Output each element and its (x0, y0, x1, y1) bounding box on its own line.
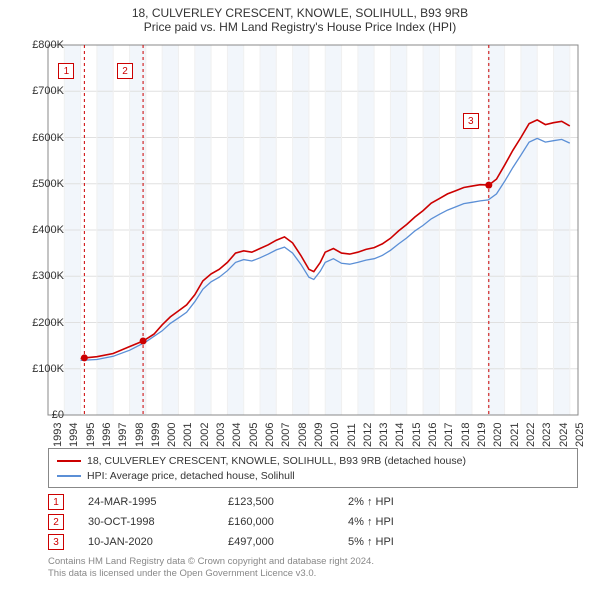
sales-row-badge: 1 (48, 494, 64, 510)
x-tick-label: 2021 (509, 423, 521, 447)
sales-row-date: 10-JAN-2020 (88, 536, 228, 548)
y-tick-label: £800K (32, 39, 64, 51)
sale-marker-badge: 1 (58, 63, 74, 79)
title-subtitle: Price paid vs. HM Land Registry's House … (0, 20, 600, 34)
sales-row-badge: 2 (48, 514, 64, 530)
sale-marker-badge: 3 (463, 113, 479, 129)
x-tick-label: 2016 (427, 423, 439, 447)
footer-line2: This data is licensed under the Open Gov… (48, 568, 578, 580)
x-tick-label: 2024 (558, 423, 570, 447)
x-tick-label: 2012 (362, 423, 374, 447)
sales-row-price: £160,000 (228, 516, 348, 528)
sales-row-hpi: 4% ↑ HPI (348, 516, 458, 528)
title-address: 18, CULVERLEY CRESCENT, KNOWLE, SOLIHULL… (0, 6, 600, 20)
sales-row-hpi: 5% ↑ HPI (348, 536, 458, 548)
sales-row: 2 30-OCT-1998£160,0004% ↑ HPI (48, 512, 578, 532)
legend-swatch-price (57, 460, 81, 462)
sales-row: 3 10-JAN-2020£497,0005% ↑ HPI (48, 532, 578, 552)
x-tick-label: 2001 (182, 423, 194, 447)
x-tick-label: 2015 (411, 423, 423, 447)
sales-row-hpi: 2% ↑ HPI (348, 496, 458, 508)
x-tick-label: 2003 (215, 423, 227, 447)
legend-label-price: 18, CULVERLEY CRESCENT, KNOWLE, SOLIHULL… (87, 455, 466, 467)
y-tick-label: £200K (32, 317, 64, 329)
x-tick-label: 2009 (313, 423, 325, 447)
x-tick-label: 2017 (443, 423, 455, 447)
legend-label-hpi: HPI: Average price, detached house, Soli… (87, 470, 295, 482)
x-tick-label: 1993 (52, 423, 64, 447)
x-tick-label: 2000 (166, 423, 178, 447)
sales-row-price: £497,000 (228, 536, 348, 548)
y-tick-label: £400K (32, 224, 64, 236)
x-tick-label: 2013 (378, 423, 390, 447)
chart-area (48, 45, 578, 415)
x-tick-label: 2020 (492, 423, 504, 447)
y-tick-label: £500K (32, 178, 64, 190)
x-tick-label: 2018 (460, 423, 472, 447)
x-tick-label: 2025 (574, 423, 586, 447)
y-tick-label: £300K (32, 270, 64, 282)
legend-swatch-hpi (57, 475, 81, 477)
x-tick-label: 2014 (394, 423, 406, 447)
x-tick-label: 1995 (85, 423, 97, 447)
x-tick-label: 2002 (199, 423, 211, 447)
x-tick-label: 1999 (150, 423, 162, 447)
x-tick-label: 2019 (476, 423, 488, 447)
chart-svg (48, 45, 578, 415)
sales-row-date: 30-OCT-1998 (88, 516, 228, 528)
sales-row-date: 24-MAR-1995 (88, 496, 228, 508)
x-tick-label: 1994 (68, 423, 80, 447)
footer-attribution: Contains HM Land Registry data © Crown c… (48, 556, 578, 580)
x-tick-label: 2007 (280, 423, 292, 447)
x-tick-label: 2006 (264, 423, 276, 447)
x-tick-label: 1996 (101, 423, 113, 447)
y-tick-label: £600K (32, 132, 64, 144)
x-tick-label: 2011 (346, 423, 358, 447)
sales-row: 1 24-MAR-1995£123,5002% ↑ HPI (48, 492, 578, 512)
x-tick-label: 2008 (297, 423, 309, 447)
footer-line1: Contains HM Land Registry data © Crown c… (48, 556, 578, 568)
legend-row-price: 18, CULVERLEY CRESCENT, KNOWLE, SOLIHULL… (57, 453, 569, 468)
x-tick-label: 2004 (231, 423, 243, 447)
x-tick-label: 2022 (525, 423, 537, 447)
x-tick-label: 1997 (117, 423, 129, 447)
sales-row-price: £123,500 (228, 496, 348, 508)
sales-row-badge: 3 (48, 534, 64, 550)
y-tick-label: £700K (32, 85, 64, 97)
sales-table: 1 24-MAR-1995£123,5002% ↑ HPI 2 30-OCT-1998… (48, 492, 578, 552)
sale-marker-badge: 2 (117, 63, 133, 79)
x-tick-label: 2010 (329, 423, 341, 447)
x-tick-label: 2005 (248, 423, 260, 447)
legend: 18, CULVERLEY CRESCENT, KNOWLE, SOLIHULL… (48, 448, 578, 488)
y-tick-label: £0 (52, 409, 64, 421)
y-tick-label: £100K (32, 363, 64, 375)
legend-row-hpi: HPI: Average price, detached house, Soli… (57, 468, 569, 483)
x-tick-label: 2023 (541, 423, 553, 447)
x-tick-label: 1998 (134, 423, 146, 447)
chart-title-block: 18, CULVERLEY CRESCENT, KNOWLE, SOLIHULL… (0, 0, 600, 36)
